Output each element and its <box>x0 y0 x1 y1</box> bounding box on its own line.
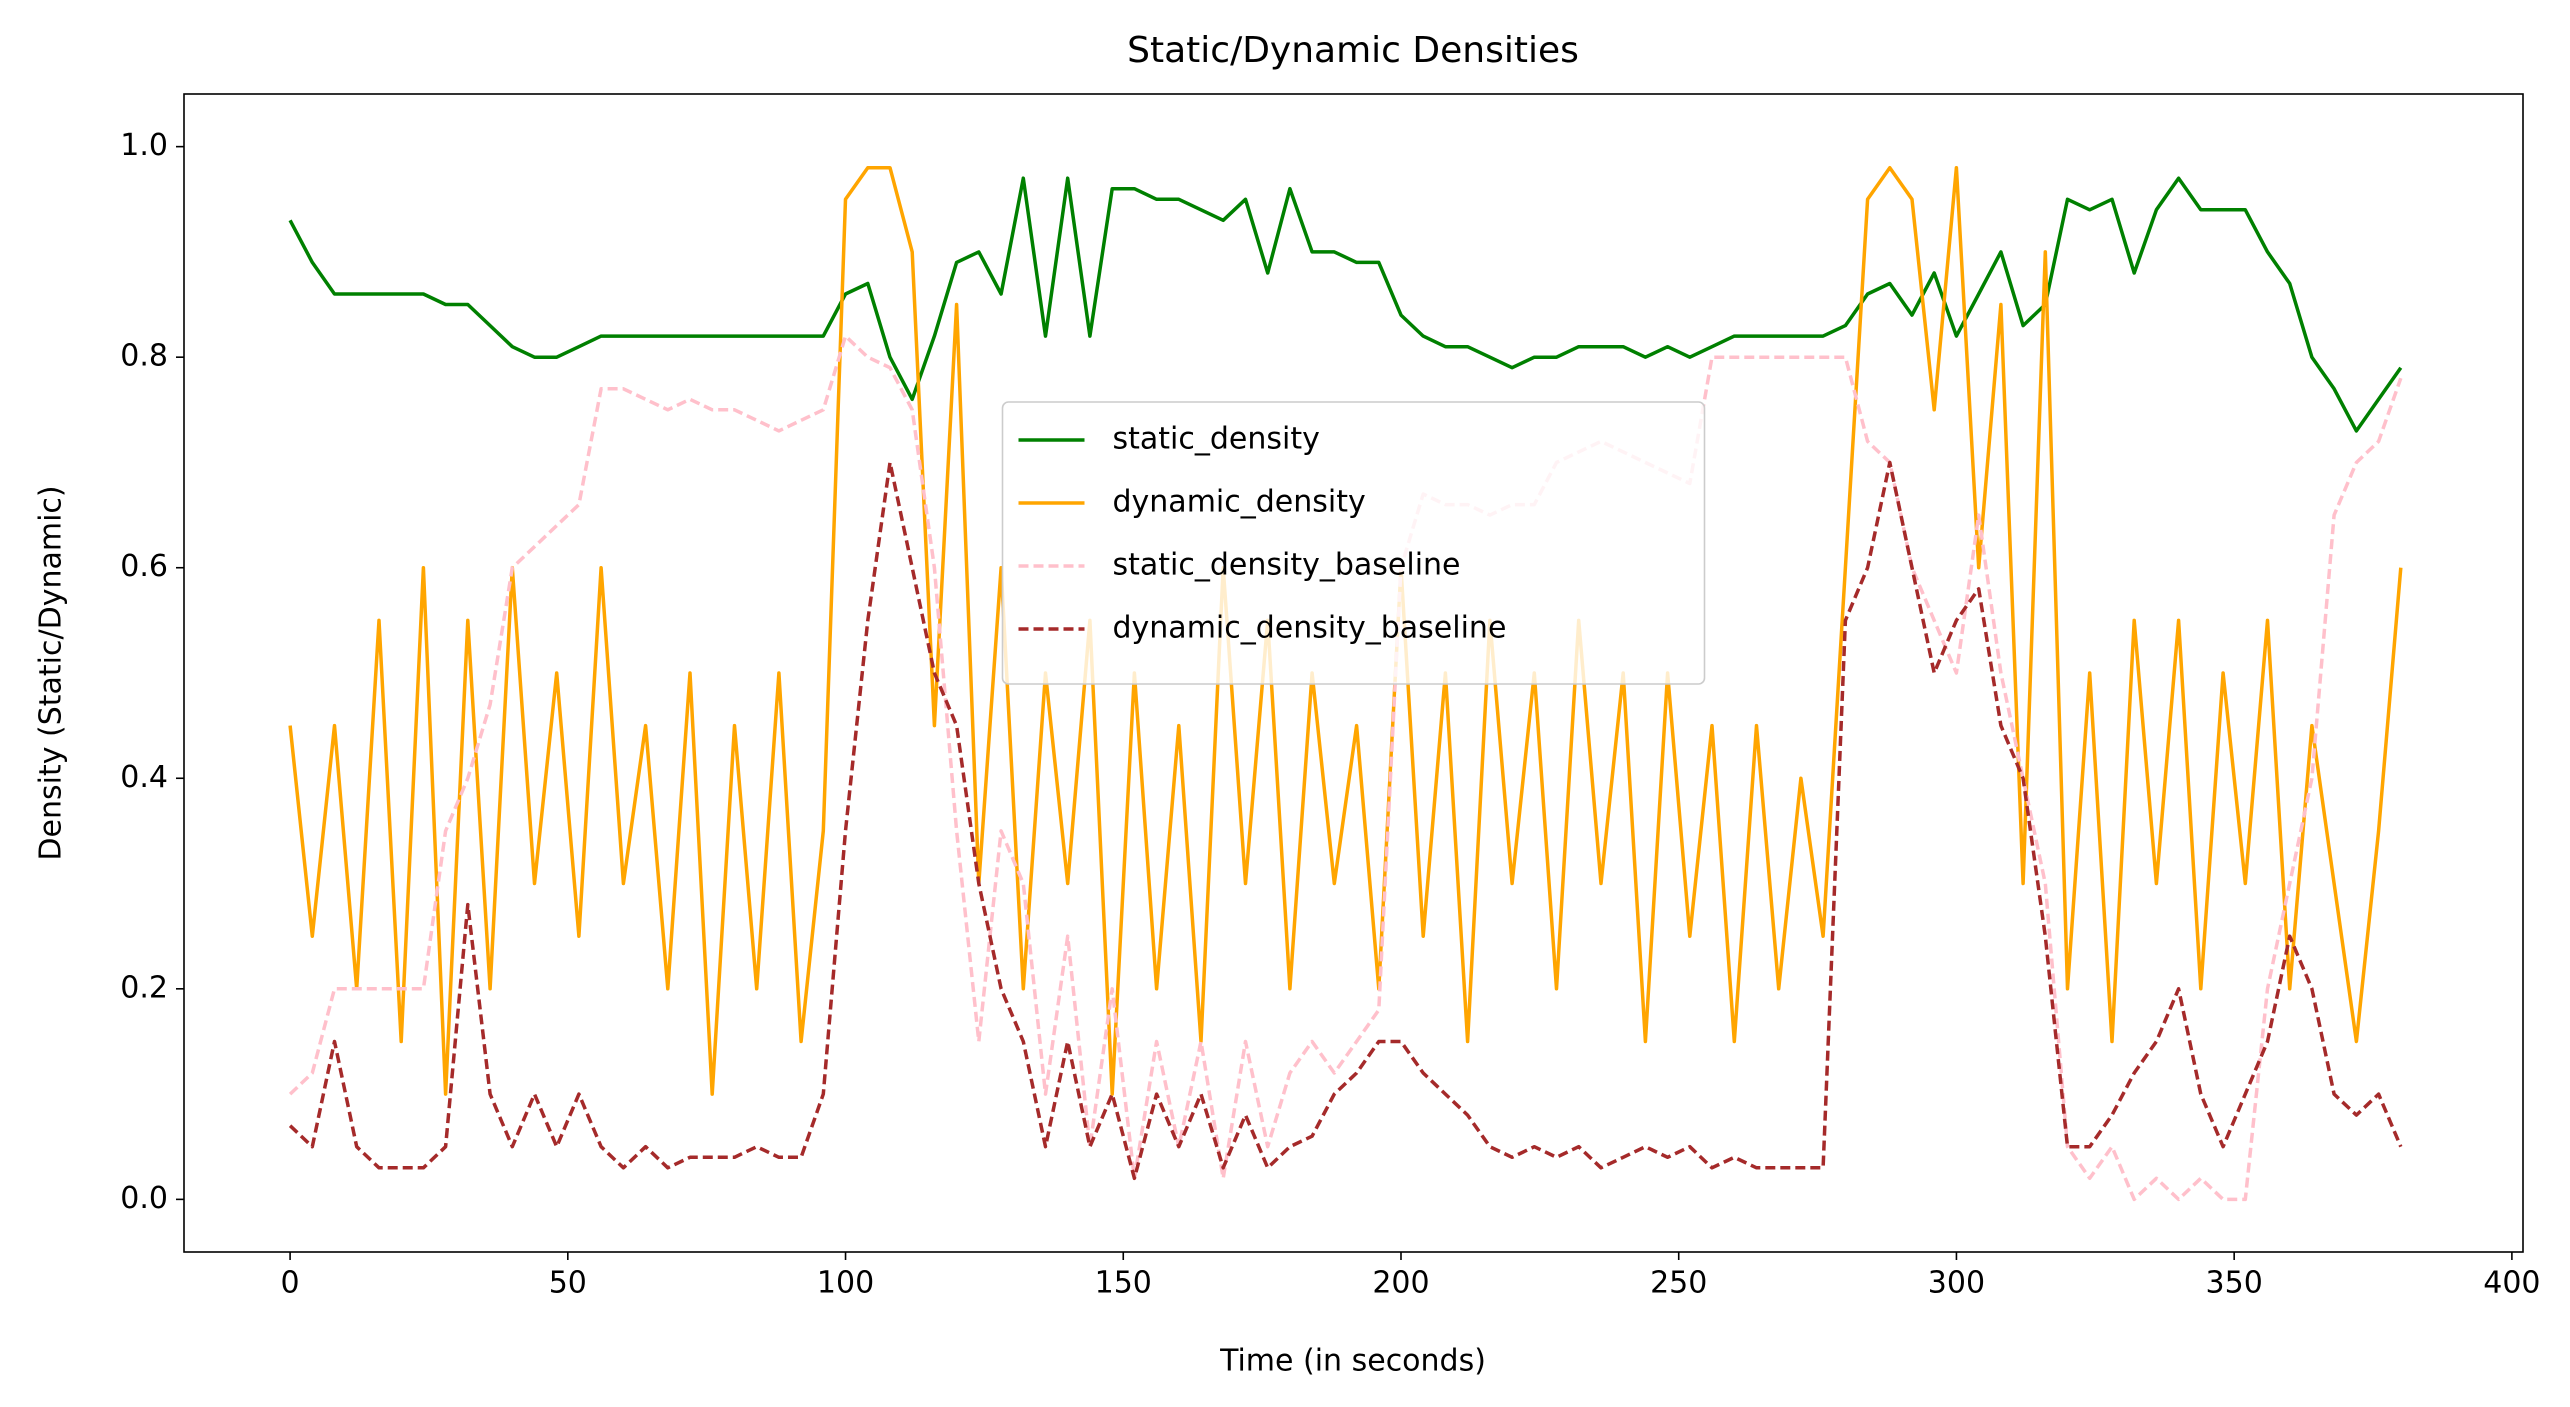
legend-label: static_density_baseline <box>1113 548 1461 583</box>
x-tick-label: 250 <box>1650 1266 1707 1301</box>
y-tick-label: 0.6 <box>120 549 168 584</box>
x-tick-label: 100 <box>817 1266 874 1301</box>
legend-label: dynamic_density <box>1113 485 1366 520</box>
x-tick-label: 400 <box>2483 1266 2540 1301</box>
series-line <box>288 176 2403 433</box>
x-tick-label: 0 <box>281 1266 300 1301</box>
x-tick-label: 350 <box>2206 1266 2263 1301</box>
y-tick-label: 0.0 <box>120 1181 168 1216</box>
y-tick-label: 0.4 <box>120 760 168 795</box>
y-axis-label: Density (Static/Dynamic) <box>34 485 69 860</box>
x-tick-label: 150 <box>1095 1266 1152 1301</box>
legend-label: dynamic_density_baseline <box>1113 611 1507 646</box>
series-line <box>288 165 2403 1096</box>
plot-frame <box>183 93 2524 1253</box>
y-tick-label: 0.2 <box>120 970 168 1005</box>
x-tick-label: 200 <box>1372 1266 1429 1301</box>
y-tick-label: 1.0 <box>120 128 168 163</box>
legend-box <box>1001 401 1706 685</box>
legend-label: static_density <box>1113 422 1320 457</box>
y-tick-label: 0.8 <box>120 339 168 374</box>
x-tick-label: 300 <box>1928 1266 1985 1301</box>
series-line <box>288 334 2403 1202</box>
x-tick-label: 50 <box>549 1266 587 1301</box>
x-axis-label: Time (in seconds) <box>1219 1344 1486 1379</box>
chart-title: Static/Dynamic Densities <box>1127 30 1579 71</box>
series-line <box>288 460 2403 1181</box>
